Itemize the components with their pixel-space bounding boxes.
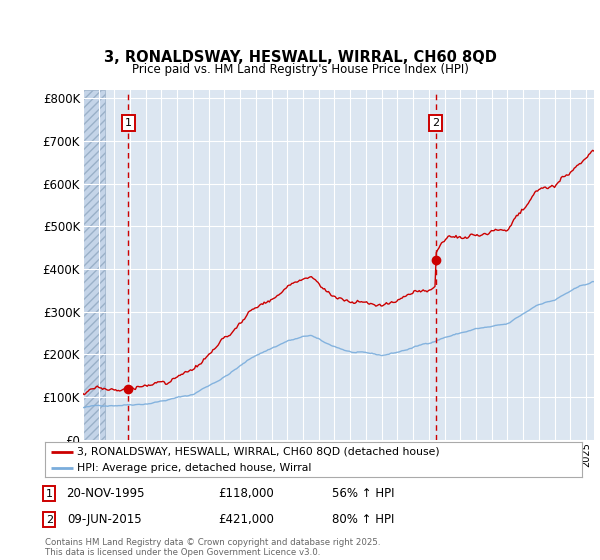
Text: 09-JUN-2015: 09-JUN-2015 (68, 513, 142, 526)
Bar (83, 90, 105, 440)
Text: 1: 1 (125, 118, 132, 128)
Text: Contains HM Land Registry data © Crown copyright and database right 2025.
This d: Contains HM Land Registry data © Crown c… (45, 538, 380, 557)
Text: HPI: Average price, detached house, Wirral: HPI: Average price, detached house, Wirr… (77, 463, 311, 473)
Text: Price paid vs. HM Land Registry's House Price Index (HPI): Price paid vs. HM Land Registry's House … (131, 63, 469, 77)
Text: 2: 2 (46, 515, 53, 525)
Text: 2: 2 (432, 118, 439, 128)
Text: 80% ↑ HPI: 80% ↑ HPI (332, 513, 394, 526)
Text: £118,000: £118,000 (218, 487, 274, 501)
Text: 20-NOV-1995: 20-NOV-1995 (66, 487, 144, 501)
Text: 56% ↑ HPI: 56% ↑ HPI (332, 487, 394, 501)
Text: 3, RONALDSWAY, HESWALL, WIRRAL, CH60 8QD: 3, RONALDSWAY, HESWALL, WIRRAL, CH60 8QD (104, 50, 496, 64)
Text: 3, RONALDSWAY, HESWALL, WIRRAL, CH60 8QD (detached house): 3, RONALDSWAY, HESWALL, WIRRAL, CH60 8QD… (77, 447, 440, 457)
Text: 1: 1 (46, 489, 53, 499)
Text: £421,000: £421,000 (218, 513, 274, 526)
